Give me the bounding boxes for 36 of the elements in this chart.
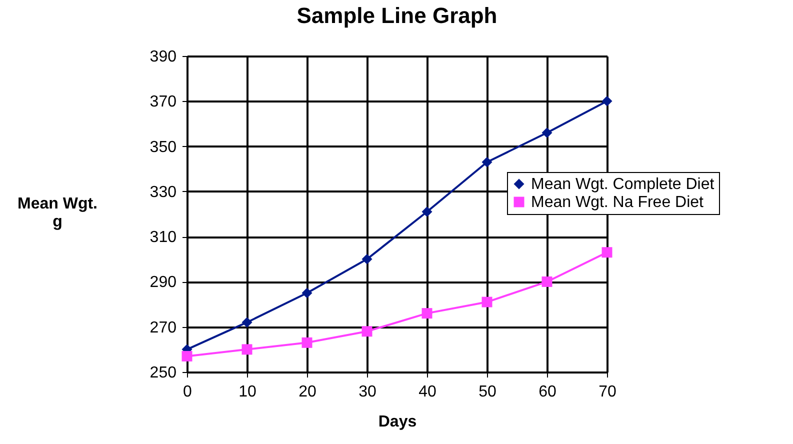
y-tick-label: 370 (150, 94, 177, 111)
y-tick-label: 270 (150, 319, 177, 336)
point (422, 206, 432, 217)
legend-label: Mean Wgt. Complete Diet (531, 176, 715, 193)
point (362, 326, 372, 337)
point (182, 350, 192, 362)
point (422, 308, 432, 319)
x-tick-label: 70 (598, 384, 616, 400)
y-tick-label: 290 (150, 274, 177, 292)
x-tick-label: 30 (358, 384, 376, 400)
x-tick-label: 60 (538, 384, 556, 400)
point (602, 96, 612, 106)
y-tick-label: 330 (150, 184, 177, 201)
x-axis-title: Days (378, 414, 417, 430)
x-tick-label: 40 (418, 384, 436, 400)
point (602, 247, 612, 258)
point (242, 317, 252, 328)
y-tick-label: 250 (150, 364, 177, 382)
point (482, 296, 492, 308)
x-tick-label: 20 (298, 384, 316, 400)
point (242, 344, 252, 355)
y-tick-label: 390 (150, 48, 177, 66)
point (542, 128, 552, 138)
point (542, 276, 552, 287)
y-tick-label: 350 (150, 138, 177, 156)
x-tick-label: 0 (183, 384, 192, 400)
point (302, 337, 312, 348)
x-tick-label: 10 (238, 384, 256, 400)
y-axis-title: Mean Wgt. g (18, 196, 98, 230)
y-tick-label: 310 (150, 229, 177, 246)
point (302, 288, 312, 298)
point (362, 254, 372, 264)
chart-title: Sample Line Graph (296, 3, 498, 28)
legend-label: Mean Wgt. Na Free Diet (531, 194, 704, 211)
x-tick-label: 50 (478, 384, 496, 400)
point (482, 156, 492, 168)
